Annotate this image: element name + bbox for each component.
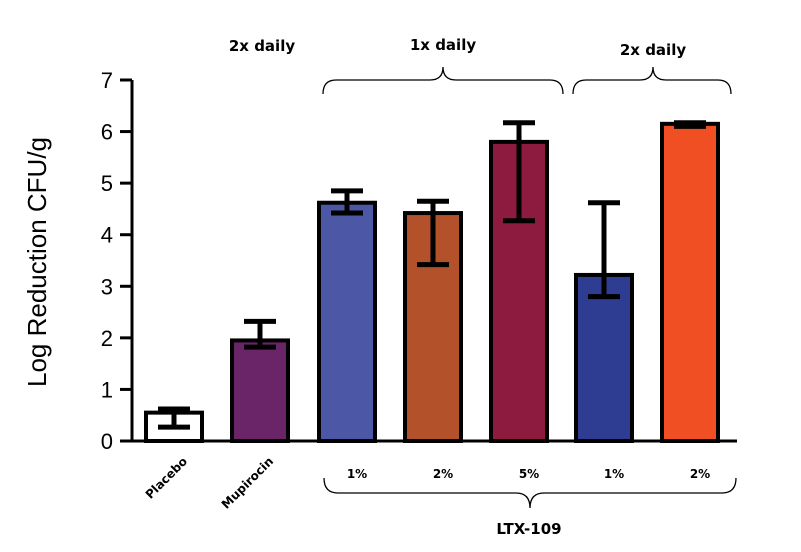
y-axis-label: Log Reduction CFU/g — [22, 137, 52, 387]
category-labels: Placebo Mupirocin 1% 2% 5% 1% 2% — [143, 454, 711, 511]
y-tick-label-7: 7 — [101, 68, 113, 93]
annotation-1x-daily: 1x daily — [410, 36, 476, 54]
bottom-bracket-ltx-109 — [323, 477, 737, 509]
y-tick-label-3: 3 — [101, 274, 113, 299]
annotation-mupirocin-dosing: 2x daily — [229, 37, 295, 55]
top-bracket-2x-daily — [572, 66, 732, 95]
category-label-4: 5% — [519, 467, 539, 481]
bar-5 — [574, 272, 634, 443]
category-label-6: 2% — [690, 467, 710, 481]
category-label-3: 2% — [433, 467, 453, 481]
y-tick-label-6: 6 — [101, 120, 113, 145]
y-tick-label-4: 4 — [101, 223, 113, 248]
bar-6 — [660, 121, 720, 443]
category-label-2: 1% — [347, 467, 367, 481]
category-label-0: Placebo — [143, 454, 190, 501]
error-bars — [158, 120, 706, 430]
category-label-5: 1% — [604, 467, 624, 481]
annotation-2x-daily: 2x daily — [620, 41, 686, 59]
y-tick-label-5: 5 — [101, 171, 113, 196]
y-tick-label-1: 1 — [101, 377, 113, 402]
bars — [144, 121, 720, 443]
y-tick-label-0: 0 — [101, 429, 113, 454]
y-tick-label-2: 2 — [101, 326, 113, 351]
y-ticks: 0 1 2 3 4 5 6 7 — [101, 68, 132, 454]
bar-2 — [317, 200, 377, 443]
top-bracket-1x-daily — [322, 66, 564, 95]
bar-4 — [489, 139, 549, 443]
annotation-ltx-109: LTX-109 — [496, 520, 561, 538]
bar-1 — [230, 338, 290, 443]
category-label-1: Mupirocin — [219, 454, 276, 511]
